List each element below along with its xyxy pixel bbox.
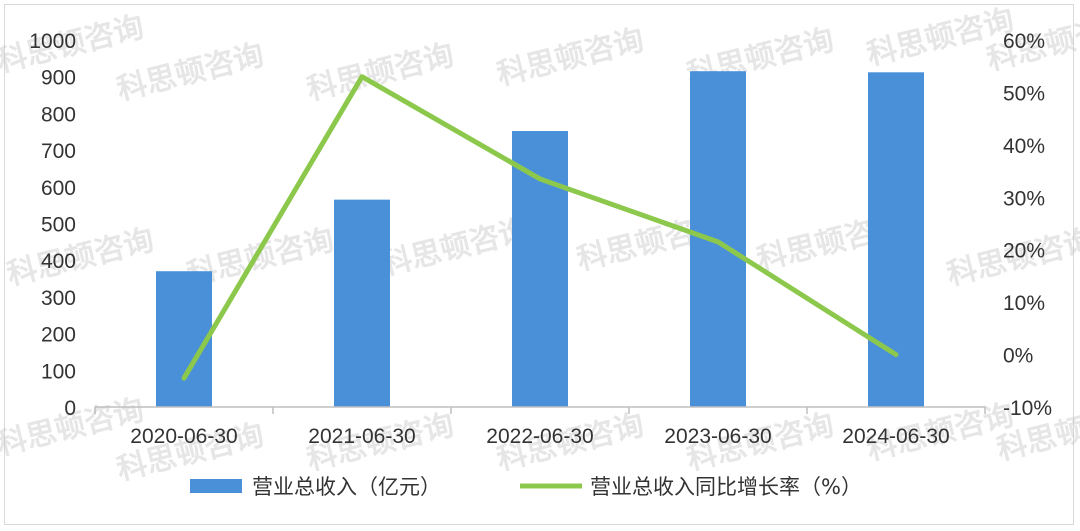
legend-label-growth: 营业总收入同比增长率（%） <box>590 475 862 499</box>
y-left-tick-label: 100 <box>41 360 76 383</box>
y-right-tick-label: 10% <box>1003 292 1045 315</box>
y-left-tick-label: 200 <box>41 324 76 347</box>
y-right-tick-label: 0% <box>1003 345 1033 368</box>
y-right-tick-label: 30% <box>1003 187 1045 210</box>
watermark-text: 科思顿咨询 <box>113 38 267 108</box>
y-right-tick-label: 50% <box>1003 82 1045 105</box>
y-right-tick-label: 40% <box>1003 135 1045 158</box>
x-tick-label: 2024-06-30 <box>842 425 949 448</box>
watermark-text: 科思顿咨询 <box>303 38 457 108</box>
y-left-tick-label: 1000 <box>29 30 76 53</box>
y-right-tick-label: -10% <box>1003 397 1052 420</box>
watermark-text: 科思顿咨询 <box>378 213 532 283</box>
y-left-tick-label: 600 <box>41 177 76 200</box>
bar-2020-06-30 <box>156 271 212 407</box>
y-left-tick-label: 800 <box>41 103 76 126</box>
x-tick-label: 2023-06-30 <box>664 425 771 448</box>
y-right-tick-label: 20% <box>1003 240 1045 263</box>
y-left-tick-label: 700 <box>41 140 76 163</box>
y-left-tick-label: 900 <box>41 67 76 90</box>
x-tick-label: 2021-06-30 <box>308 425 415 448</box>
bar-2022-06-30 <box>512 131 568 407</box>
y-right-tick-label: 60% <box>1003 30 1045 53</box>
bar-2021-06-30 <box>334 200 390 407</box>
x-tick-label: 2022-06-30 <box>486 425 593 448</box>
y-left-tick-label: 300 <box>41 287 76 310</box>
bar-2023-06-30 <box>690 71 746 407</box>
y-left-tick-label: 0 <box>64 397 76 420</box>
x-tick-label: 2020-06-30 <box>130 425 237 448</box>
y-left-tick-label: 500 <box>41 214 76 237</box>
legend-label-revenue: 营业总收入（亿元） <box>252 475 441 499</box>
watermark-text: 科思顿咨询 <box>493 23 647 93</box>
legend: 营业总收入（亿元） 营业总收入同比增长率（%） <box>190 475 862 499</box>
legend-swatch-revenue <box>190 479 242 493</box>
y-left-tick-label: 400 <box>41 250 76 273</box>
watermark-text: 科思顿咨询 <box>3 223 157 293</box>
